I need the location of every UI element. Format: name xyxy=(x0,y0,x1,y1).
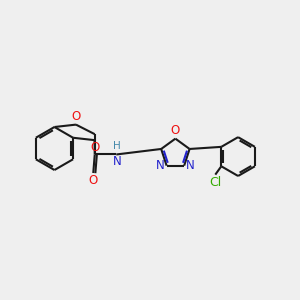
Text: O: O xyxy=(88,175,98,188)
Text: Cl: Cl xyxy=(209,176,221,189)
Text: O: O xyxy=(90,141,99,154)
Text: O: O xyxy=(71,110,81,123)
Text: O: O xyxy=(171,124,180,137)
Text: N: N xyxy=(112,155,121,168)
Text: N: N xyxy=(156,159,165,172)
Text: N: N xyxy=(186,159,195,172)
Text: H: H xyxy=(113,141,121,151)
